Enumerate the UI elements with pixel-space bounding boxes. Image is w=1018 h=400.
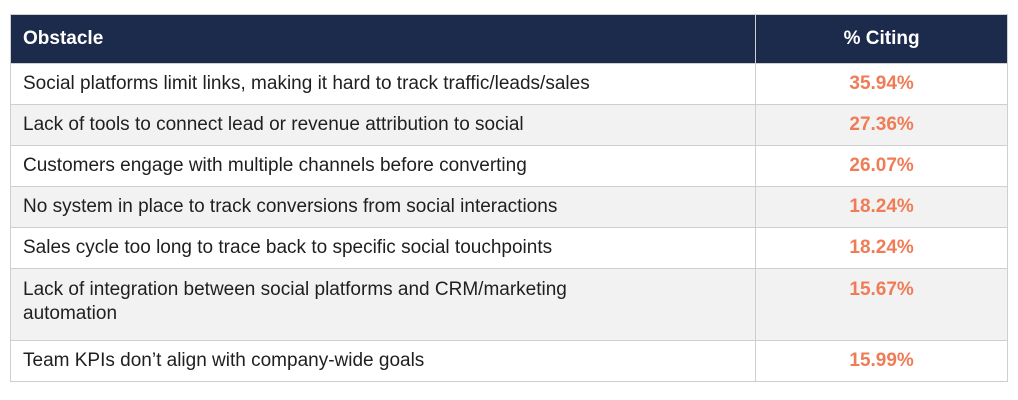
obstacle-cell: Social platforms limit links, making it … — [9, 63, 757, 105]
table-header-row: Obstacle % Citing — [9, 14, 1008, 64]
obstacle-cell: Customers engage with multiple channels … — [9, 145, 757, 187]
table-row: Customers engage with multiple channels … — [9, 145, 1008, 187]
pct-cell: 26.07% — [755, 145, 1008, 187]
table-row: Sales cycle too long to trace back to sp… — [9, 227, 1008, 269]
table-row: Social platforms limit links, making it … — [9, 63, 1008, 105]
table-row: No system in place to track conversions … — [9, 186, 1008, 228]
obstacle-cell: Lack of tools to connect lead or revenue… — [9, 104, 757, 146]
obstacles-table: Obstacle % Citing Social platforms limit… — [9, 14, 1008, 382]
table-container: Obstacle % Citing Social platforms limit… — [9, 14, 1008, 382]
table-row: Team KPIs don’t align with company-wide … — [9, 340, 1008, 382]
table-row: Lack of tools to connect lead or revenue… — [9, 104, 1008, 146]
header-pct-citing: % Citing — [755, 14, 1008, 64]
pct-cell: 15.99% — [755, 340, 1008, 382]
pct-cell: 15.67% — [755, 268, 1008, 341]
header-obstacle: Obstacle — [9, 14, 757, 64]
table-row: Lack of integration between social platf… — [9, 268, 1008, 341]
obstacle-cell: Team KPIs don’t align with company-wide … — [9, 340, 757, 382]
obstacle-cell: Sales cycle too long to trace back to sp… — [9, 227, 757, 269]
pct-cell: 27.36% — [755, 104, 1008, 146]
pct-cell: 18.24% — [755, 227, 1008, 269]
obstacle-cell: Lack of integration between social platf… — [9, 268, 757, 341]
obstacle-cell: No system in place to track conversions … — [9, 186, 757, 228]
pct-cell: 18.24% — [755, 186, 1008, 228]
pct-cell: 35.94% — [755, 63, 1008, 105]
